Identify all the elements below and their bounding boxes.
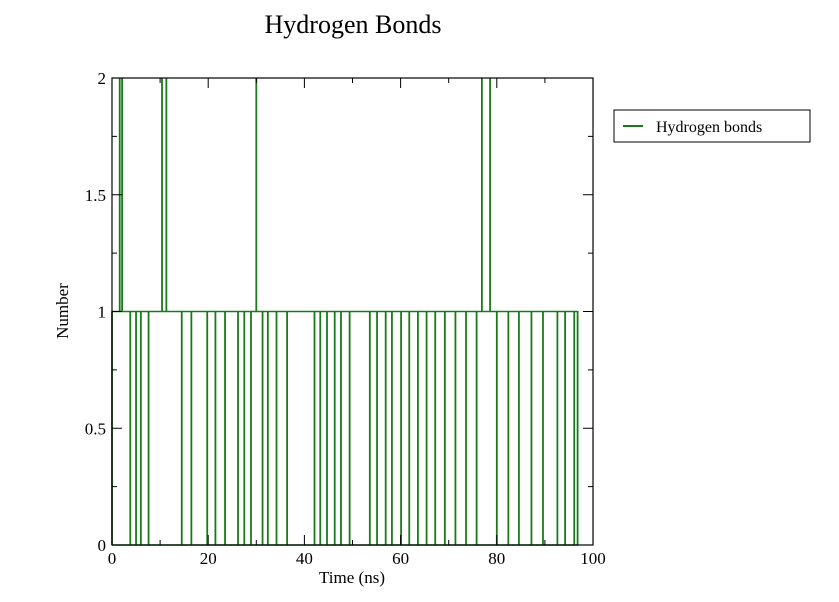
x-axis-label: Time (ns): [319, 568, 385, 587]
legend-label: Hydrogen bonds: [656, 119, 762, 136]
y-tick-label: 1.5: [85, 186, 106, 205]
chart-title-text: Hydrogen Bonds: [265, 10, 442, 39]
y-axis-label: Number: [53, 283, 72, 339]
x-tick-label: 40: [296, 549, 313, 568]
legend-box: [613, 109, 811, 143]
y-tick-label: 2: [98, 69, 107, 88]
y-tick-label: 0.5: [85, 419, 106, 438]
x-tick-label: 0: [108, 549, 117, 568]
chart-title: Hydrogen Bonds: [265, 10, 442, 39]
legend: Hydrogen bonds: [613, 109, 811, 143]
data-layer: [111, 78, 579, 546]
y-tick-label: 0: [98, 536, 107, 555]
y-tick-label: 1: [98, 303, 107, 322]
x-tick-label: 100: [580, 549, 606, 568]
x-tick-label: 60: [392, 549, 409, 568]
tick-layer: 0 20 40 60 80 100 0 0.5 1 1.5 2: [85, 69, 606, 568]
x-tick-label: 80: [488, 549, 505, 568]
x-tick-label: 20: [200, 549, 217, 568]
